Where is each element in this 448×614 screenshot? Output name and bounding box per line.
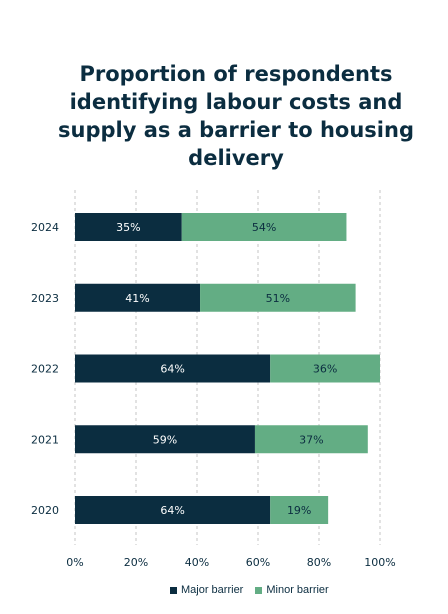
bar-minor <box>181 213 347 241</box>
data-label-minor: 37% <box>299 433 323 446</box>
x-tick-label: 100% <box>364 556 395 569</box>
x-tick-label: 80% <box>307 556 331 569</box>
x-tick-label: 60% <box>246 556 270 569</box>
x-tick-label: 20% <box>124 556 148 569</box>
chart-title-line-3: supply as a barrier to housing <box>58 118 414 142</box>
bar-minor <box>200 283 356 312</box>
x-tick-label: 0% <box>66 556 83 569</box>
bar-major <box>75 496 271 524</box>
data-label-major: 59% <box>153 433 177 446</box>
y-tick-label: 2022 <box>31 363 59 376</box>
data-label-major: 35% <box>116 221 140 234</box>
bar-major <box>75 283 201 312</box>
data-label-major: 64% <box>160 504 184 517</box>
y-tick-label: 2024 <box>31 221 59 234</box>
y-tick-label: 2020 <box>31 504 59 517</box>
y-tick-label: 2021 <box>31 433 59 446</box>
data-label-minor: 36% <box>313 363 337 376</box>
chart-title-line-1: Proportion of respondents <box>79 62 393 86</box>
legend-swatch-major <box>170 586 177 594</box>
data-label-major: 41% <box>125 292 149 305</box>
data-label-major: 64% <box>160 363 184 376</box>
data-label-minor: 51% <box>266 292 290 305</box>
data-label-minor: 54% <box>252 221 276 234</box>
bar-minor <box>270 354 380 383</box>
bar-minor <box>254 425 368 454</box>
data-label-minor: 19% <box>287 504 311 517</box>
chart-legend: Major barrier Minor barrier <box>170 584 329 596</box>
bar-major <box>75 213 182 241</box>
chart-title-line-2: identifying labour costs and <box>69 90 403 114</box>
bar-major <box>75 425 255 454</box>
x-tick-label: 40% <box>185 556 209 569</box>
legend-item-minor: Minor barrier <box>255 584 329 596</box>
legend-label-major: Major barrier <box>181 584 244 596</box>
legend-item-major: Major barrier <box>170 584 243 596</box>
y-tick-label: 2023 <box>31 292 59 305</box>
bar-major <box>75 354 271 383</box>
chart-title-line-4: delivery <box>188 146 284 170</box>
bar-minor <box>270 496 329 524</box>
legend-swatch-minor <box>255 586 263 594</box>
legend-label-minor: Minor barrier <box>266 584 329 596</box>
chart-title: Proportion of respondents identifying la… <box>56 60 416 172</box>
